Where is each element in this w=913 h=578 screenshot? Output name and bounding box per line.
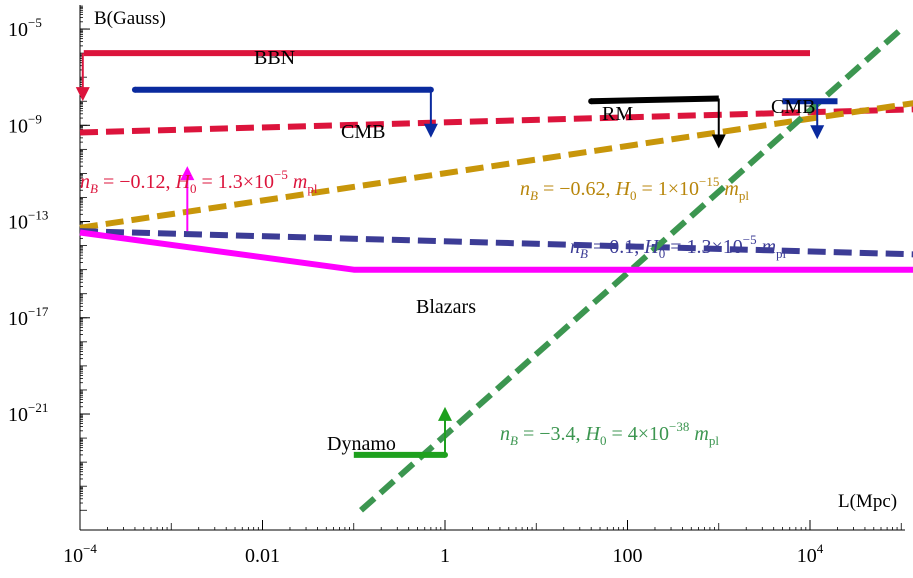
x-axis-label: L(Mpc) [838, 491, 897, 512]
x-tick-label: 0.01 [245, 545, 280, 567]
y-tick-label: 10−13 [8, 208, 48, 234]
dynamo-arrow-head [438, 406, 452, 421]
series-layer [79, 26, 913, 513]
y-tick-label: 10−17 [8, 304, 49, 330]
bbn-arrow-head [75, 87, 90, 102]
x-tick-label: 10−4 [63, 541, 97, 567]
gold-curve-label: nB = −0.62, H0 = 1×10−15 mpl [520, 174, 749, 203]
series-line-2 [79, 228, 913, 258]
bounds-layer [75, 50, 913, 458]
red-curve-label: nB = −0.12, H0 = 1.3×10−5 mpl [80, 167, 318, 196]
x-tick-label: 100 [613, 545, 643, 567]
blazars-arrow-head [180, 166, 195, 181]
axes: 10−4 0.01 1 100 104 10−5 10−9 10−13 10−17 10−21 [8, 5, 905, 567]
bound-line-2 [591, 95, 719, 105]
navy-curve-label: nB = 0.1, H0 = 1.3×10−5 mpl [570, 232, 787, 261]
bbn-label: BBN [254, 47, 295, 69]
cmb-left-start-dot [131, 86, 138, 93]
cmb-label-right: CMB [771, 96, 815, 118]
y-axis-label: B(Gauss) [94, 8, 166, 29]
series-line-0 [79, 106, 913, 136]
bound-line-4 [79, 229, 913, 273]
x-tick-label: 1 [440, 545, 450, 567]
y-tick-label: 10−21 [8, 400, 48, 426]
rm-arrow-head [711, 134, 726, 149]
x-tick-label: 104 [797, 541, 824, 567]
green-curve-label: nB = −3.4, H0 = 4×10−38 mpl [500, 419, 719, 448]
cmb-right-arrow-head [810, 125, 825, 140]
rm-label: RM [602, 103, 633, 125]
y-tick-label: 10−5 [8, 15, 42, 41]
cmb-label-left: CMB [341, 121, 385, 143]
cmb-left-arrow-head [423, 123, 438, 138]
y-tick-label: 10−9 [8, 111, 42, 137]
dynamo-label: Dynamo [327, 433, 396, 455]
series-line-3 [359, 26, 904, 513]
rm-start-dot [588, 98, 595, 105]
blazars-label: Blazars [416, 296, 476, 318]
